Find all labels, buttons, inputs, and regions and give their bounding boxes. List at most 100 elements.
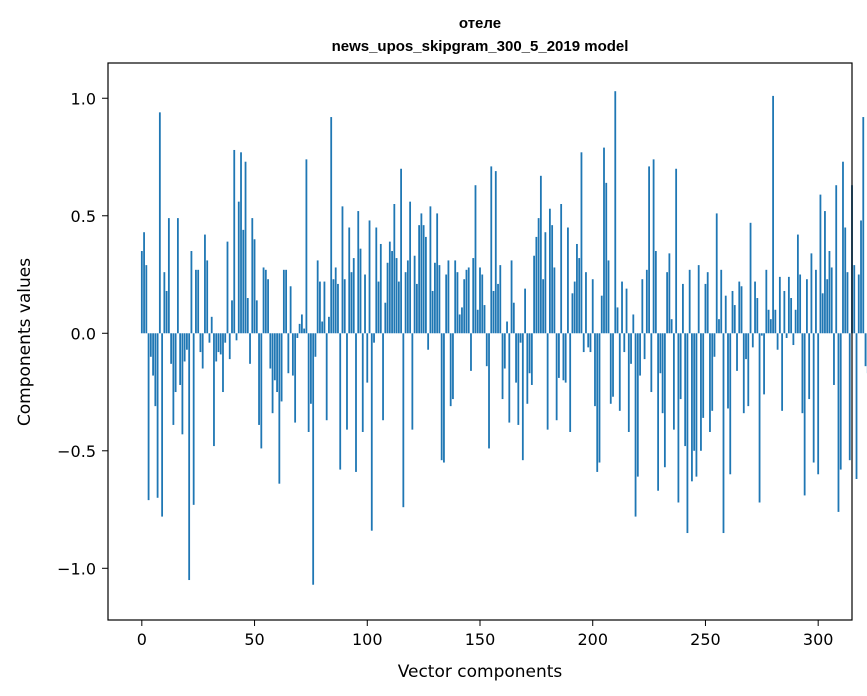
y-tick-label: 0.0 xyxy=(71,324,96,343)
bar xyxy=(355,333,357,472)
bar xyxy=(341,206,344,334)
bar xyxy=(393,204,396,334)
bar xyxy=(760,333,763,336)
bar xyxy=(310,333,312,404)
bar xyxy=(427,333,430,350)
bar xyxy=(424,236,427,334)
bar xyxy=(186,333,188,350)
bar xyxy=(395,258,398,334)
bar xyxy=(506,321,508,334)
bar xyxy=(537,218,540,334)
bar xyxy=(172,333,175,425)
y-axis-label: Components values xyxy=(15,258,35,426)
bar xyxy=(558,333,560,378)
bar xyxy=(533,255,536,334)
bar xyxy=(751,333,754,348)
bar xyxy=(429,206,432,334)
bar xyxy=(639,333,641,376)
bar xyxy=(503,333,506,369)
bar xyxy=(296,333,299,338)
bar xyxy=(648,166,650,334)
bar xyxy=(303,328,306,334)
bar xyxy=(501,333,504,400)
bar xyxy=(449,333,452,407)
bar xyxy=(645,269,648,334)
bar xyxy=(801,333,804,414)
bar xyxy=(670,319,673,334)
bar xyxy=(857,274,860,334)
bar xyxy=(621,281,623,334)
bar xyxy=(596,333,599,472)
bar xyxy=(634,333,637,517)
bar xyxy=(181,333,184,435)
bar xyxy=(289,286,292,334)
bar xyxy=(546,333,549,430)
bar xyxy=(862,117,865,334)
bar xyxy=(828,251,831,334)
bar xyxy=(253,239,256,334)
y-axis-ticks: 1.0 0.5 0.0 −0.5 −1.0 xyxy=(57,89,108,578)
bar xyxy=(679,333,682,400)
bar xyxy=(715,213,718,334)
bar xyxy=(314,333,317,357)
bar xyxy=(384,302,387,334)
bar xyxy=(769,319,772,334)
bar xyxy=(799,274,802,334)
bar xyxy=(319,281,321,334)
bar xyxy=(391,251,393,334)
bar xyxy=(731,290,734,334)
bar xyxy=(145,265,148,334)
bar xyxy=(713,333,716,357)
bar xyxy=(661,333,664,414)
bar xyxy=(729,333,732,475)
bar xyxy=(269,333,272,369)
bar xyxy=(282,269,285,334)
bar xyxy=(772,95,774,334)
bar xyxy=(594,333,596,407)
bar xyxy=(300,314,303,334)
bar xyxy=(415,283,418,334)
bar xyxy=(167,218,170,334)
bar xyxy=(149,333,152,357)
bar xyxy=(848,333,851,461)
bar xyxy=(364,274,366,334)
bar xyxy=(682,283,684,334)
bar xyxy=(339,333,342,470)
bar xyxy=(675,168,678,334)
x-tick-label: 100 xyxy=(352,630,383,649)
bar xyxy=(521,333,524,461)
bar xyxy=(154,333,157,407)
bar xyxy=(623,333,626,353)
bar xyxy=(404,272,407,334)
bar xyxy=(382,333,384,421)
bar xyxy=(217,333,220,353)
bar xyxy=(860,220,862,334)
bar xyxy=(720,269,723,334)
bar xyxy=(542,279,545,334)
bar xyxy=(560,204,563,334)
bar xyxy=(668,253,671,334)
bar xyxy=(375,227,378,334)
x-tick-label: 250 xyxy=(690,630,721,649)
bar xyxy=(348,227,351,334)
bar xyxy=(260,333,263,449)
bar xyxy=(519,333,522,343)
bar xyxy=(467,267,470,334)
bar xyxy=(210,316,213,334)
bar xyxy=(452,333,454,400)
bar xyxy=(400,168,402,334)
bar xyxy=(246,298,249,334)
bar xyxy=(767,309,770,334)
bar xyxy=(582,333,585,353)
bar xyxy=(476,309,479,334)
bar xyxy=(587,333,590,348)
bar xyxy=(569,333,572,432)
bar xyxy=(147,333,150,501)
bar xyxy=(262,267,265,334)
bar xyxy=(316,260,319,334)
x-tick-label: 50 xyxy=(244,630,264,649)
bar xyxy=(539,175,542,334)
x-tick-label: 150 xyxy=(465,630,496,649)
x-tick-label: 0 xyxy=(137,630,147,649)
bar xyxy=(704,283,707,334)
